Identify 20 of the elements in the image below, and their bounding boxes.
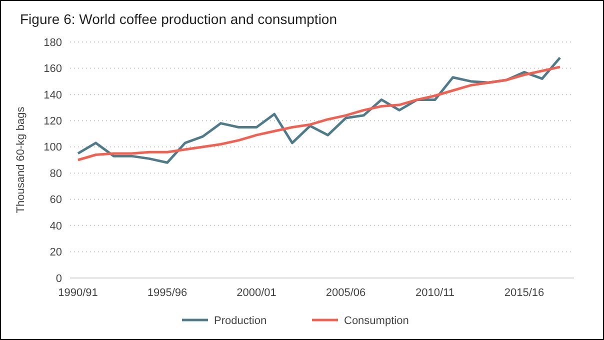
y-tick-label: 120: [44, 116, 62, 128]
x-tick-label: 2015/16: [504, 287, 544, 299]
legend-label: Consumption: [344, 314, 409, 327]
y-tick-label: 160: [44, 63, 62, 76]
y-tick-label: 140: [44, 89, 62, 102]
legend-label: Production: [214, 314, 267, 327]
y-tick-label: 60: [50, 194, 62, 206]
y-tick-label: 40: [50, 220, 62, 232]
y-tick-label: 100: [44, 142, 62, 154]
y-axis-title: Thousand 60-kg bags: [15, 106, 27, 214]
chart-title: Figure 6: World coffee production and consumption: [20, 11, 338, 27]
y-tick-label: 180: [44, 36, 62, 49]
y-tick-label: 20: [50, 246, 62, 259]
y-tick-label: 0: [56, 272, 62, 285]
x-tick-label: 2010/11: [416, 287, 455, 299]
x-tick-label: 2000/01: [236, 287, 276, 299]
y-tick-label: 80: [50, 168, 62, 180]
x-tick-label: 1990/91: [58, 287, 98, 299]
x-tick-label: 1995/96: [147, 287, 188, 299]
x-tick-label: 2005/06: [326, 287, 366, 299]
